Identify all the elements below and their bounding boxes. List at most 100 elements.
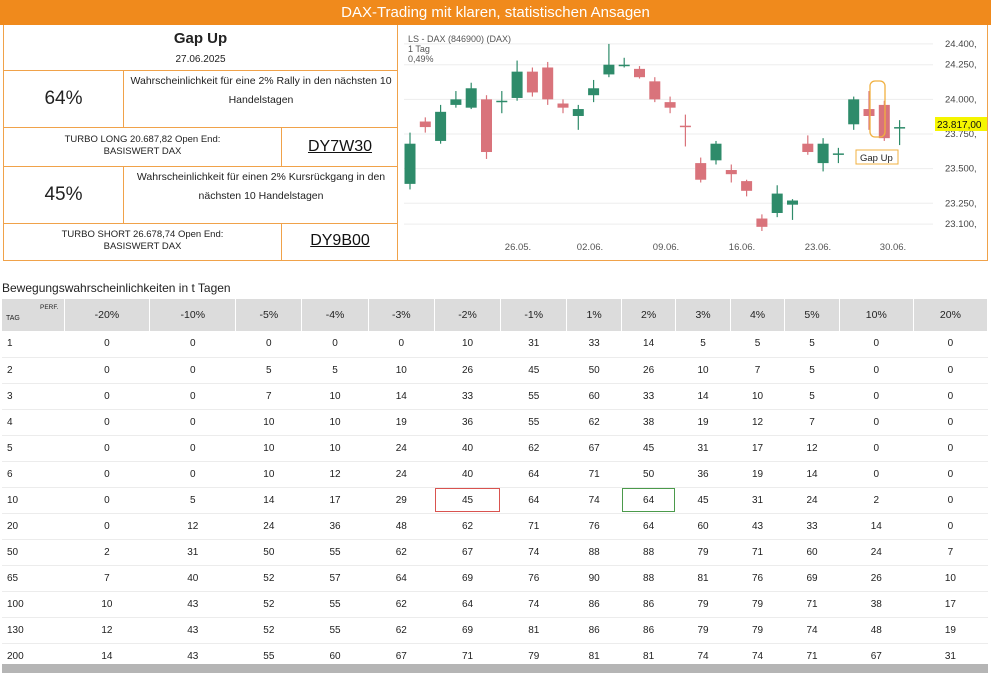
table-cell: 24 <box>784 487 840 514</box>
tag-label: TAG <box>6 315 20 322</box>
table-cell: 60 <box>784 539 840 566</box>
table-cell: 24 <box>235 513 302 540</box>
table-cell: 0 <box>839 409 914 436</box>
long-turbo-code[interactable]: DY7W30 <box>307 138 373 155</box>
signal-header: Gap Up 27.06.2025 <box>4 25 397 71</box>
table-cell: 17 <box>730 435 785 462</box>
table-cell: 14 <box>839 513 914 540</box>
table-cell: 0 <box>149 409 236 436</box>
signal-panel: Gap Up 27.06.2025 64% Wahrscheinlichkeit… <box>3 25 398 261</box>
table-cell: 0 <box>368 331 435 358</box>
long-probability-row: 64% Wahrscheinlichkeit für eine 2% Rally… <box>4 71 397 128</box>
table-cell: 26 <box>621 357 676 384</box>
table-cell: 55 <box>301 617 369 644</box>
table-cell: 31 <box>675 435 731 462</box>
column-header: 2% <box>621 299 677 331</box>
short-probability-row: 45% Wahrscheinlichkeit für einen 2% Kurs… <box>4 167 397 224</box>
table-cell: 62 <box>368 617 435 644</box>
long-turbo-row: TURBO LONG 20.687,82 Open End: BASISWERT… <box>4 128 397 167</box>
candle-up <box>588 88 600 96</box>
x-tick-label: 30.06. <box>880 242 906 253</box>
candle-down <box>526 71 538 93</box>
table-cell: 55 <box>301 591 369 618</box>
table-cell: 74 <box>566 487 622 514</box>
column-header: -4% <box>301 299 369 331</box>
table-cell: 10 <box>235 461 302 488</box>
table-cell: 62 <box>434 513 501 540</box>
table-cell: 5 <box>149 487 236 514</box>
table-cell: 24 <box>368 461 435 488</box>
table-cell: 5 <box>784 383 840 410</box>
candle-down <box>557 103 569 108</box>
candle-up <box>771 193 783 213</box>
chart-header-interval: 1 Tag <box>408 44 430 54</box>
table-cell: 0 <box>149 461 236 488</box>
column-header: 20% <box>913 299 989 331</box>
x-tick-label: 16.06. <box>729 242 755 253</box>
row-tag: 1 <box>2 331 64 358</box>
candle-down <box>542 67 554 100</box>
table-cell: 55 <box>301 539 369 566</box>
table-cell: 14 <box>784 461 840 488</box>
table-cell: 74 <box>784 617 840 644</box>
short-turbo-code[interactable]: DY9B00 <box>310 232 370 249</box>
table-cell: 71 <box>730 539 785 566</box>
last-price-marker <box>935 117 987 131</box>
table-cell: 79 <box>730 617 785 644</box>
table-cell: 81 <box>500 617 567 644</box>
table-cell: 10 <box>64 591 150 618</box>
candle-down <box>649 81 661 100</box>
candle-up <box>848 99 860 125</box>
probability-table: PERF. TAG -20% -10% -5% -4% -3% -2% -1% 1% 2% 3% 4… <box>2 299 989 670</box>
row-tag: 3 <box>2 383 64 410</box>
table-cell: 86 <box>566 617 622 644</box>
table-cell: 52 <box>235 617 302 644</box>
candle-up <box>511 71 523 98</box>
table-row: 65 7 40 52 57 64 69 76 90 88 81 76 69 26 10 <box>2 565 988 592</box>
table-cell: 0 <box>64 487 150 514</box>
table-cell: 19 <box>913 617 988 644</box>
table-cell: 86 <box>621 617 676 644</box>
table-cell: 0 <box>301 331 369 358</box>
table-cell: 90 <box>566 565 622 592</box>
candle-down <box>664 102 676 108</box>
table-cell: 0 <box>839 435 914 462</box>
table-cell: 12 <box>301 461 369 488</box>
column-header: 1% <box>566 299 622 331</box>
table-cell: 88 <box>621 539 676 566</box>
table-cell: 86 <box>566 591 622 618</box>
table-cell: 0 <box>64 409 150 436</box>
row-tag: 130 <box>2 617 64 644</box>
row-tag: 100 <box>2 591 64 618</box>
dax-candlestick-chart: LS - DAX (846900) (DAX) 1 Tag 0,49% 24.4… <box>404 34 987 253</box>
table-cell: 10 <box>235 435 302 462</box>
table-cell: 10 <box>368 357 435 384</box>
table-cell: 79 <box>675 539 731 566</box>
bottom-scroll-bar[interactable] <box>2 664 988 673</box>
table-cell: 69 <box>784 565 840 592</box>
candle-up <box>572 109 584 116</box>
table-cell: 62 <box>368 539 435 566</box>
y-tick-label: 23.750, <box>945 129 977 140</box>
candle-down <box>863 109 875 116</box>
table-cell: 62 <box>500 435 567 462</box>
table-cell: 57 <box>301 565 369 592</box>
table-cell: 0 <box>913 383 988 410</box>
column-header: 3% <box>675 299 731 331</box>
table-cell: 0 <box>913 409 988 436</box>
table-cell: 14 <box>235 487 302 514</box>
table-cell: 31 <box>730 487 785 514</box>
table-cell: 17 <box>301 487 369 514</box>
table-cell: 64 <box>368 565 435 592</box>
candle-up <box>618 64 630 67</box>
row-tag: 4 <box>2 409 64 436</box>
table-cell: 0 <box>64 331 150 358</box>
candle-down <box>695 163 707 180</box>
table-cell: 0 <box>149 383 236 410</box>
table-cell: 0 <box>235 331 302 358</box>
table-cell: 24 <box>839 539 914 566</box>
long-probability-value: 64% <box>4 71 124 127</box>
candle-up <box>496 100 508 103</box>
table-row: 1 0 0 0 0 0 10 31 33 14 5 5 5 0 0 <box>2 331 988 358</box>
table-row: 2 0 0 5 5 10 26 45 50 26 10 7 5 0 0 <box>2 357 988 384</box>
